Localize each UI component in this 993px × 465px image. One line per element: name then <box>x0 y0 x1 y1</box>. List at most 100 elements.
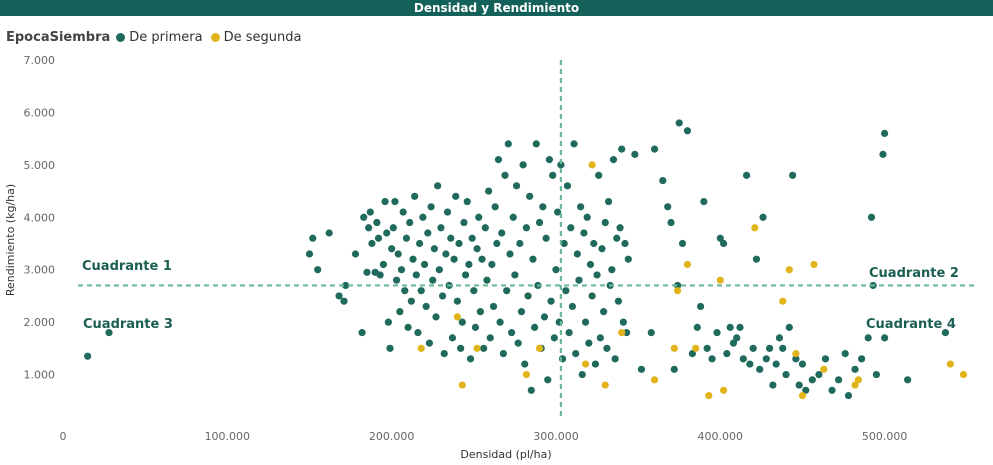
data-point-de-segunda[interactable] <box>792 350 800 358</box>
data-point-de-primera[interactable] <box>604 197 613 206</box>
data-point-de-primera[interactable] <box>466 355 475 363</box>
data-point-de-primera[interactable] <box>573 250 581 258</box>
data-point-de-primera[interactable] <box>443 208 452 216</box>
data-point-de-primera[interactable] <box>491 203 499 211</box>
data-point-de-primera[interactable] <box>601 218 609 227</box>
data-point-de-segunda[interactable] <box>705 391 713 400</box>
data-point-de-primera[interactable] <box>386 344 394 352</box>
data-point-de-primera[interactable] <box>401 287 409 295</box>
data-point-de-primera[interactable] <box>363 268 371 276</box>
data-point-de-segunda[interactable] <box>820 365 828 373</box>
data-point-de-primera[interactable] <box>373 218 381 227</box>
data-point-de-primera[interactable] <box>480 344 488 352</box>
data-point-de-primera[interactable] <box>529 255 537 263</box>
data-point-de-primera[interactable] <box>524 292 532 300</box>
data-point-de-segunda[interactable] <box>751 224 759 232</box>
data-point-de-primera[interactable] <box>608 266 616 274</box>
data-point-de-primera[interactable] <box>575 276 583 284</box>
data-point-de-primera[interactable] <box>432 313 440 321</box>
data-point-de-segunda[interactable] <box>417 344 425 352</box>
data-point-de-primera[interactable] <box>489 302 498 311</box>
data-point-de-primera[interactable] <box>792 355 800 363</box>
data-point-de-primera[interactable] <box>544 376 552 384</box>
data-point-de-primera[interactable] <box>567 224 575 232</box>
data-point-de-primera[interactable] <box>342 281 350 290</box>
data-point-de-primera[interactable] <box>526 192 534 200</box>
data-point-de-primera[interactable] <box>762 355 770 363</box>
data-point-de-primera[interactable] <box>540 313 549 321</box>
data-point-de-primera[interactable] <box>581 318 590 326</box>
data-point-de-segunda[interactable] <box>692 344 700 352</box>
data-point-de-segunda[interactable] <box>946 360 954 368</box>
data-point-de-primera[interactable] <box>463 197 471 206</box>
data-point-de-primera[interactable] <box>614 297 623 305</box>
data-point-de-primera[interactable] <box>736 323 744 331</box>
data-point-de-primera[interactable] <box>560 239 568 248</box>
data-point-de-primera[interactable] <box>435 266 443 274</box>
data-point-de-primera[interactable] <box>476 308 484 316</box>
data-point-de-primera[interactable] <box>650 145 659 153</box>
data-point-de-primera[interactable] <box>708 355 716 363</box>
data-point-de-primera[interactable] <box>719 239 728 248</box>
data-point-de-primera[interactable] <box>590 239 598 248</box>
data-point-de-primera[interactable] <box>580 229 588 237</box>
data-point-de-segunda[interactable] <box>785 266 793 274</box>
data-point-de-primera[interactable] <box>430 245 438 253</box>
data-point-de-primera[interactable] <box>494 156 503 164</box>
data-point-de-primera[interactable] <box>481 224 489 232</box>
data-point-de-primera[interactable] <box>460 218 468 227</box>
data-point-de-primera[interactable] <box>637 365 646 373</box>
data-point-de-primera[interactable] <box>381 197 389 206</box>
data-point-de-segunda[interactable] <box>473 344 481 352</box>
data-point-de-primera[interactable] <box>532 140 540 148</box>
data-point-de-primera[interactable] <box>881 334 889 342</box>
data-point-de-primera[interactable] <box>452 192 460 200</box>
data-point-de-primera[interactable] <box>729 339 738 347</box>
data-point-de-primera[interactable] <box>700 197 708 206</box>
data-point-de-primera[interactable] <box>485 187 493 195</box>
data-point-de-primera[interactable] <box>539 203 547 211</box>
data-point-de-primera[interactable] <box>512 182 521 190</box>
data-point-de-primera[interactable] <box>562 287 570 295</box>
data-point-de-primera[interactable] <box>547 297 555 305</box>
data-point-de-primera[interactable] <box>746 360 754 368</box>
data-point-de-primera[interactable] <box>501 171 509 179</box>
data-point-de-primera[interactable] <box>389 224 397 232</box>
data-point-de-primera[interactable] <box>872 370 881 379</box>
data-point-de-primera[interactable] <box>765 344 774 352</box>
data-point-de-primera[interactable] <box>420 260 429 269</box>
data-point-de-primera[interactable] <box>670 365 678 373</box>
legend-item-de-primera[interactable]: De primera <box>116 30 203 45</box>
data-point-de-primera[interactable] <box>388 245 396 253</box>
data-point-de-primera[interactable] <box>471 323 480 331</box>
data-point-de-primera[interactable] <box>434 182 442 190</box>
data-point-de-primera[interactable] <box>752 255 761 263</box>
data-point-de-primera[interactable] <box>713 329 721 337</box>
data-point-de-segunda[interactable] <box>522 370 530 379</box>
data-point-de-primera[interactable] <box>383 229 391 237</box>
data-point-de-primera[interactable] <box>631 150 639 158</box>
data-point-de-primera[interactable] <box>591 360 600 368</box>
data-point-de-primera[interactable] <box>659 176 667 185</box>
data-point-de-segunda[interactable] <box>854 376 862 384</box>
data-point-de-primera[interactable] <box>603 344 611 352</box>
data-point-de-primera[interactable] <box>407 297 415 305</box>
data-point-de-primera[interactable] <box>351 250 360 258</box>
data-point-de-primera[interactable] <box>802 386 810 394</box>
data-point-de-primera[interactable] <box>453 297 461 305</box>
data-point-de-primera[interactable] <box>531 323 539 331</box>
data-point-de-primera[interactable] <box>572 350 580 358</box>
data-point-de-primera[interactable] <box>588 292 596 300</box>
data-point-de-primera[interactable] <box>881 129 889 137</box>
data-point-de-segunda[interactable] <box>535 344 544 352</box>
data-point-de-primera[interactable] <box>664 203 672 211</box>
data-point-de-primera[interactable] <box>785 323 793 331</box>
data-point-de-primera[interactable] <box>941 329 950 337</box>
data-point-de-primera[interactable] <box>688 350 696 358</box>
data-point-de-primera[interactable] <box>759 213 767 221</box>
data-point-de-primera[interactable] <box>552 266 560 274</box>
data-point-de-primera[interactable] <box>440 350 448 358</box>
data-point-de-primera[interactable] <box>415 239 424 248</box>
data-point-de-primera[interactable] <box>457 344 465 352</box>
data-point-de-primera[interactable] <box>772 360 780 368</box>
